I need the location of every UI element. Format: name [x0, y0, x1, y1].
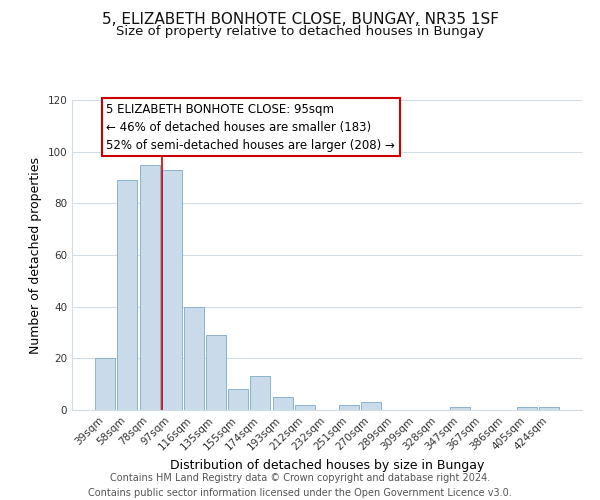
Text: Size of property relative to detached houses in Bungay: Size of property relative to detached ho… — [116, 25, 484, 38]
Bar — [206, 335, 226, 410]
Bar — [295, 405, 315, 410]
Bar — [118, 180, 137, 410]
Text: Contains HM Land Registry data © Crown copyright and database right 2024.
Contai: Contains HM Land Registry data © Crown c… — [88, 472, 512, 498]
Text: 5 ELIZABETH BONHOTE CLOSE: 95sqm
← 46% of detached houses are smaller (183)
52% : 5 ELIZABETH BONHOTE CLOSE: 95sqm ← 46% o… — [106, 102, 395, 152]
Y-axis label: Number of detached properties: Number of detached properties — [29, 156, 42, 354]
Bar — [162, 170, 182, 410]
Text: 5, ELIZABETH BONHOTE CLOSE, BUNGAY, NR35 1SF: 5, ELIZABETH BONHOTE CLOSE, BUNGAY, NR35… — [101, 12, 499, 28]
Bar — [250, 376, 271, 410]
Bar — [517, 408, 536, 410]
Bar — [539, 408, 559, 410]
Bar — [361, 402, 382, 410]
Bar — [140, 164, 160, 410]
Bar — [184, 306, 204, 410]
Bar — [228, 390, 248, 410]
Bar — [339, 405, 359, 410]
X-axis label: Distribution of detached houses by size in Bungay: Distribution of detached houses by size … — [170, 458, 484, 471]
Bar — [95, 358, 115, 410]
Bar — [450, 408, 470, 410]
Bar — [272, 397, 293, 410]
